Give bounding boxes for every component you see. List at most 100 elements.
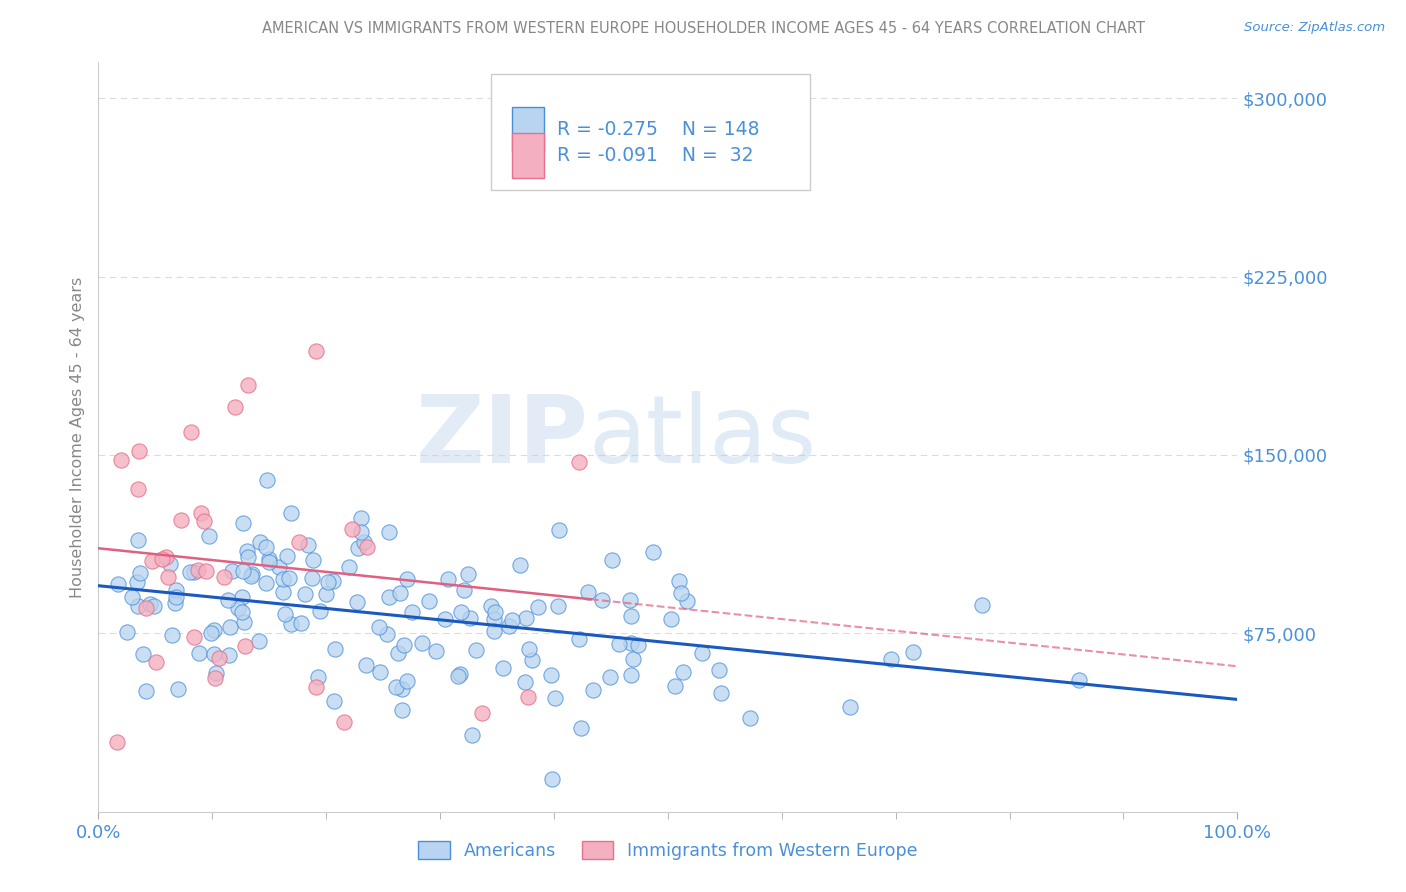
Point xyxy=(471,706,494,720)
Point xyxy=(233,639,256,653)
Point xyxy=(492,661,515,675)
Point xyxy=(517,642,540,657)
Point xyxy=(458,611,481,625)
Point xyxy=(569,721,592,735)
Point xyxy=(218,648,240,662)
Point xyxy=(450,605,472,619)
Point xyxy=(544,690,567,705)
Point xyxy=(141,554,163,568)
Point xyxy=(195,564,218,578)
Point xyxy=(180,425,202,439)
Point xyxy=(522,653,544,667)
Point xyxy=(582,683,605,698)
Point xyxy=(354,658,377,673)
Point xyxy=(332,715,354,730)
Point xyxy=(384,680,406,694)
Point xyxy=(145,655,167,669)
Point xyxy=(672,665,695,679)
Point xyxy=(509,558,531,572)
Point xyxy=(278,571,301,585)
Point xyxy=(165,591,187,605)
Point xyxy=(568,632,591,646)
Point xyxy=(411,636,433,650)
Point xyxy=(127,482,149,496)
Point xyxy=(132,647,155,661)
Point xyxy=(690,646,713,660)
Point xyxy=(240,567,263,582)
Point xyxy=(280,506,302,520)
Point xyxy=(482,612,505,626)
Point xyxy=(204,665,226,680)
Point xyxy=(254,576,277,591)
FancyBboxPatch shape xyxy=(491,74,810,190)
Point xyxy=(620,608,643,623)
Point xyxy=(290,616,312,631)
Point xyxy=(231,605,253,619)
Point xyxy=(135,684,157,698)
Point xyxy=(315,587,337,601)
Point xyxy=(236,544,259,558)
Point xyxy=(200,625,222,640)
Point xyxy=(138,597,160,611)
Point xyxy=(183,566,205,580)
Point xyxy=(484,605,506,619)
Point xyxy=(368,620,391,634)
Point xyxy=(378,590,401,604)
Point xyxy=(179,566,201,580)
Point xyxy=(160,628,183,642)
Point xyxy=(316,575,339,590)
Point xyxy=(391,704,413,718)
Point xyxy=(187,563,209,577)
Point xyxy=(368,665,391,680)
Point xyxy=(396,674,419,689)
Point xyxy=(231,590,253,604)
Point xyxy=(515,610,537,624)
Point xyxy=(271,585,294,599)
Point xyxy=(202,623,225,637)
Point xyxy=(548,523,571,537)
Point xyxy=(620,635,643,649)
Point xyxy=(498,619,520,633)
Point xyxy=(576,585,599,599)
Point xyxy=(202,648,225,662)
Point xyxy=(297,538,319,552)
Point xyxy=(591,592,613,607)
Point xyxy=(110,453,132,467)
Point xyxy=(453,582,475,597)
Point xyxy=(669,586,692,600)
Point xyxy=(115,624,138,639)
Point xyxy=(190,506,212,520)
Point xyxy=(339,560,361,574)
Point xyxy=(449,666,471,681)
Point xyxy=(167,681,190,696)
Point xyxy=(165,583,187,598)
Point xyxy=(322,574,344,588)
Point xyxy=(125,574,148,589)
Point xyxy=(247,633,270,648)
Point xyxy=(257,554,280,568)
Point xyxy=(280,617,302,632)
Point xyxy=(501,613,523,627)
Point xyxy=(350,510,373,524)
Point xyxy=(356,540,378,554)
Point xyxy=(233,615,256,629)
Point xyxy=(236,377,259,392)
Point xyxy=(627,638,650,652)
Point xyxy=(378,524,401,539)
Point xyxy=(221,564,243,578)
Point xyxy=(707,663,730,677)
Point xyxy=(142,599,165,613)
Point xyxy=(224,400,246,414)
Point xyxy=(322,694,344,708)
Point xyxy=(208,651,231,665)
Point xyxy=(288,535,311,549)
Point xyxy=(676,594,699,608)
Point xyxy=(375,627,398,641)
Point xyxy=(540,668,562,682)
Point xyxy=(970,599,993,613)
Point xyxy=(447,669,470,683)
Point xyxy=(307,670,329,684)
Point xyxy=(392,638,415,652)
Point xyxy=(401,605,423,619)
Point xyxy=(599,670,621,684)
